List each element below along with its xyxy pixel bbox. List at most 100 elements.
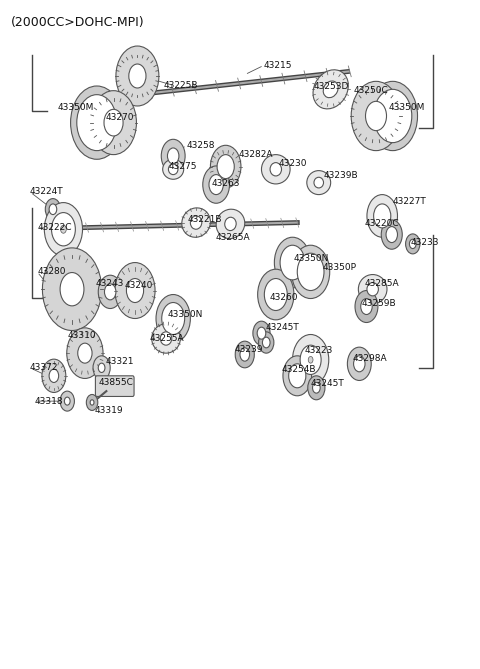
Circle shape [90, 400, 94, 405]
Text: 43282A: 43282A [239, 150, 274, 159]
Circle shape [258, 269, 294, 320]
Circle shape [365, 101, 386, 130]
Ellipse shape [163, 159, 184, 179]
Text: 43350M: 43350M [389, 104, 425, 112]
Text: 43222C: 43222C [37, 223, 72, 232]
Circle shape [308, 357, 313, 363]
Text: 43372: 43372 [30, 363, 59, 373]
Circle shape [381, 220, 402, 250]
Circle shape [129, 64, 146, 88]
Circle shape [348, 347, 371, 381]
Circle shape [42, 359, 66, 393]
Ellipse shape [216, 209, 245, 239]
Circle shape [288, 364, 306, 388]
Text: 43240: 43240 [124, 281, 153, 290]
Text: 43259B: 43259B [361, 299, 396, 308]
Text: 43239: 43239 [234, 345, 263, 354]
Ellipse shape [191, 216, 202, 229]
Circle shape [361, 298, 372, 314]
Circle shape [264, 278, 287, 310]
Circle shape [297, 254, 324, 290]
Text: 43254B: 43254B [282, 365, 316, 374]
Text: 43350N: 43350N [168, 310, 203, 319]
Circle shape [98, 275, 122, 308]
Text: 43243: 43243 [96, 280, 124, 288]
Circle shape [168, 148, 179, 164]
Text: 43263: 43263 [211, 179, 240, 189]
Circle shape [300, 345, 321, 375]
Circle shape [60, 225, 66, 233]
Text: 43298A: 43298A [353, 354, 387, 363]
Circle shape [291, 246, 330, 298]
Text: 43321: 43321 [106, 357, 134, 366]
Circle shape [308, 376, 325, 400]
Circle shape [116, 46, 159, 106]
Circle shape [373, 204, 391, 228]
Circle shape [275, 237, 311, 288]
Ellipse shape [313, 70, 348, 109]
Circle shape [49, 204, 57, 215]
Ellipse shape [160, 332, 172, 345]
Circle shape [253, 321, 270, 345]
Circle shape [292, 334, 329, 385]
Circle shape [312, 383, 320, 393]
Circle shape [156, 294, 191, 343]
Text: 43220C: 43220C [365, 219, 400, 228]
Text: 43350M: 43350M [57, 104, 94, 112]
Ellipse shape [152, 324, 180, 353]
Circle shape [161, 139, 185, 173]
Text: 43230: 43230 [278, 159, 307, 169]
Circle shape [91, 91, 136, 155]
Text: 43233: 43233 [411, 238, 439, 247]
Text: 43350N: 43350N [293, 254, 329, 263]
Text: 43855C: 43855C [99, 378, 133, 387]
Text: 43285A: 43285A [364, 280, 399, 288]
Circle shape [126, 278, 144, 302]
Ellipse shape [323, 81, 338, 98]
Circle shape [351, 82, 401, 151]
Text: (2000CC>DOHC-MPI): (2000CC>DOHC-MPI) [11, 16, 144, 29]
Circle shape [406, 234, 420, 254]
Circle shape [263, 337, 270, 348]
Ellipse shape [367, 282, 378, 296]
Text: 43265A: 43265A [215, 233, 250, 242]
Circle shape [283, 356, 312, 396]
Circle shape [60, 272, 84, 306]
Circle shape [240, 348, 250, 361]
Ellipse shape [307, 171, 331, 195]
Circle shape [162, 302, 185, 334]
Ellipse shape [182, 208, 210, 237]
Ellipse shape [359, 274, 387, 304]
Text: 43239B: 43239B [324, 171, 358, 181]
Circle shape [104, 109, 123, 136]
Circle shape [217, 155, 234, 179]
Text: 43223: 43223 [305, 346, 333, 355]
Text: 43245T: 43245T [311, 379, 344, 388]
Circle shape [210, 145, 241, 188]
Ellipse shape [314, 177, 324, 188]
Circle shape [115, 262, 155, 318]
Circle shape [77, 94, 117, 151]
Text: 43275: 43275 [168, 162, 197, 171]
Text: 43270: 43270 [106, 113, 134, 122]
Circle shape [67, 328, 103, 379]
Circle shape [49, 369, 59, 383]
Circle shape [71, 86, 123, 159]
Ellipse shape [225, 217, 236, 231]
Text: 43221B: 43221B [188, 215, 222, 224]
Circle shape [259, 332, 274, 353]
Circle shape [86, 395, 98, 411]
Circle shape [64, 397, 70, 405]
Circle shape [367, 195, 397, 237]
Circle shape [209, 175, 223, 195]
Circle shape [354, 356, 365, 372]
Circle shape [98, 363, 105, 373]
Text: 43245T: 43245T [266, 323, 300, 332]
Circle shape [51, 213, 75, 246]
Ellipse shape [168, 164, 178, 175]
Text: 43350P: 43350P [322, 264, 356, 272]
Text: 43253D: 43253D [314, 82, 349, 91]
Circle shape [44, 203, 83, 256]
Circle shape [373, 90, 412, 142]
Circle shape [60, 391, 74, 411]
